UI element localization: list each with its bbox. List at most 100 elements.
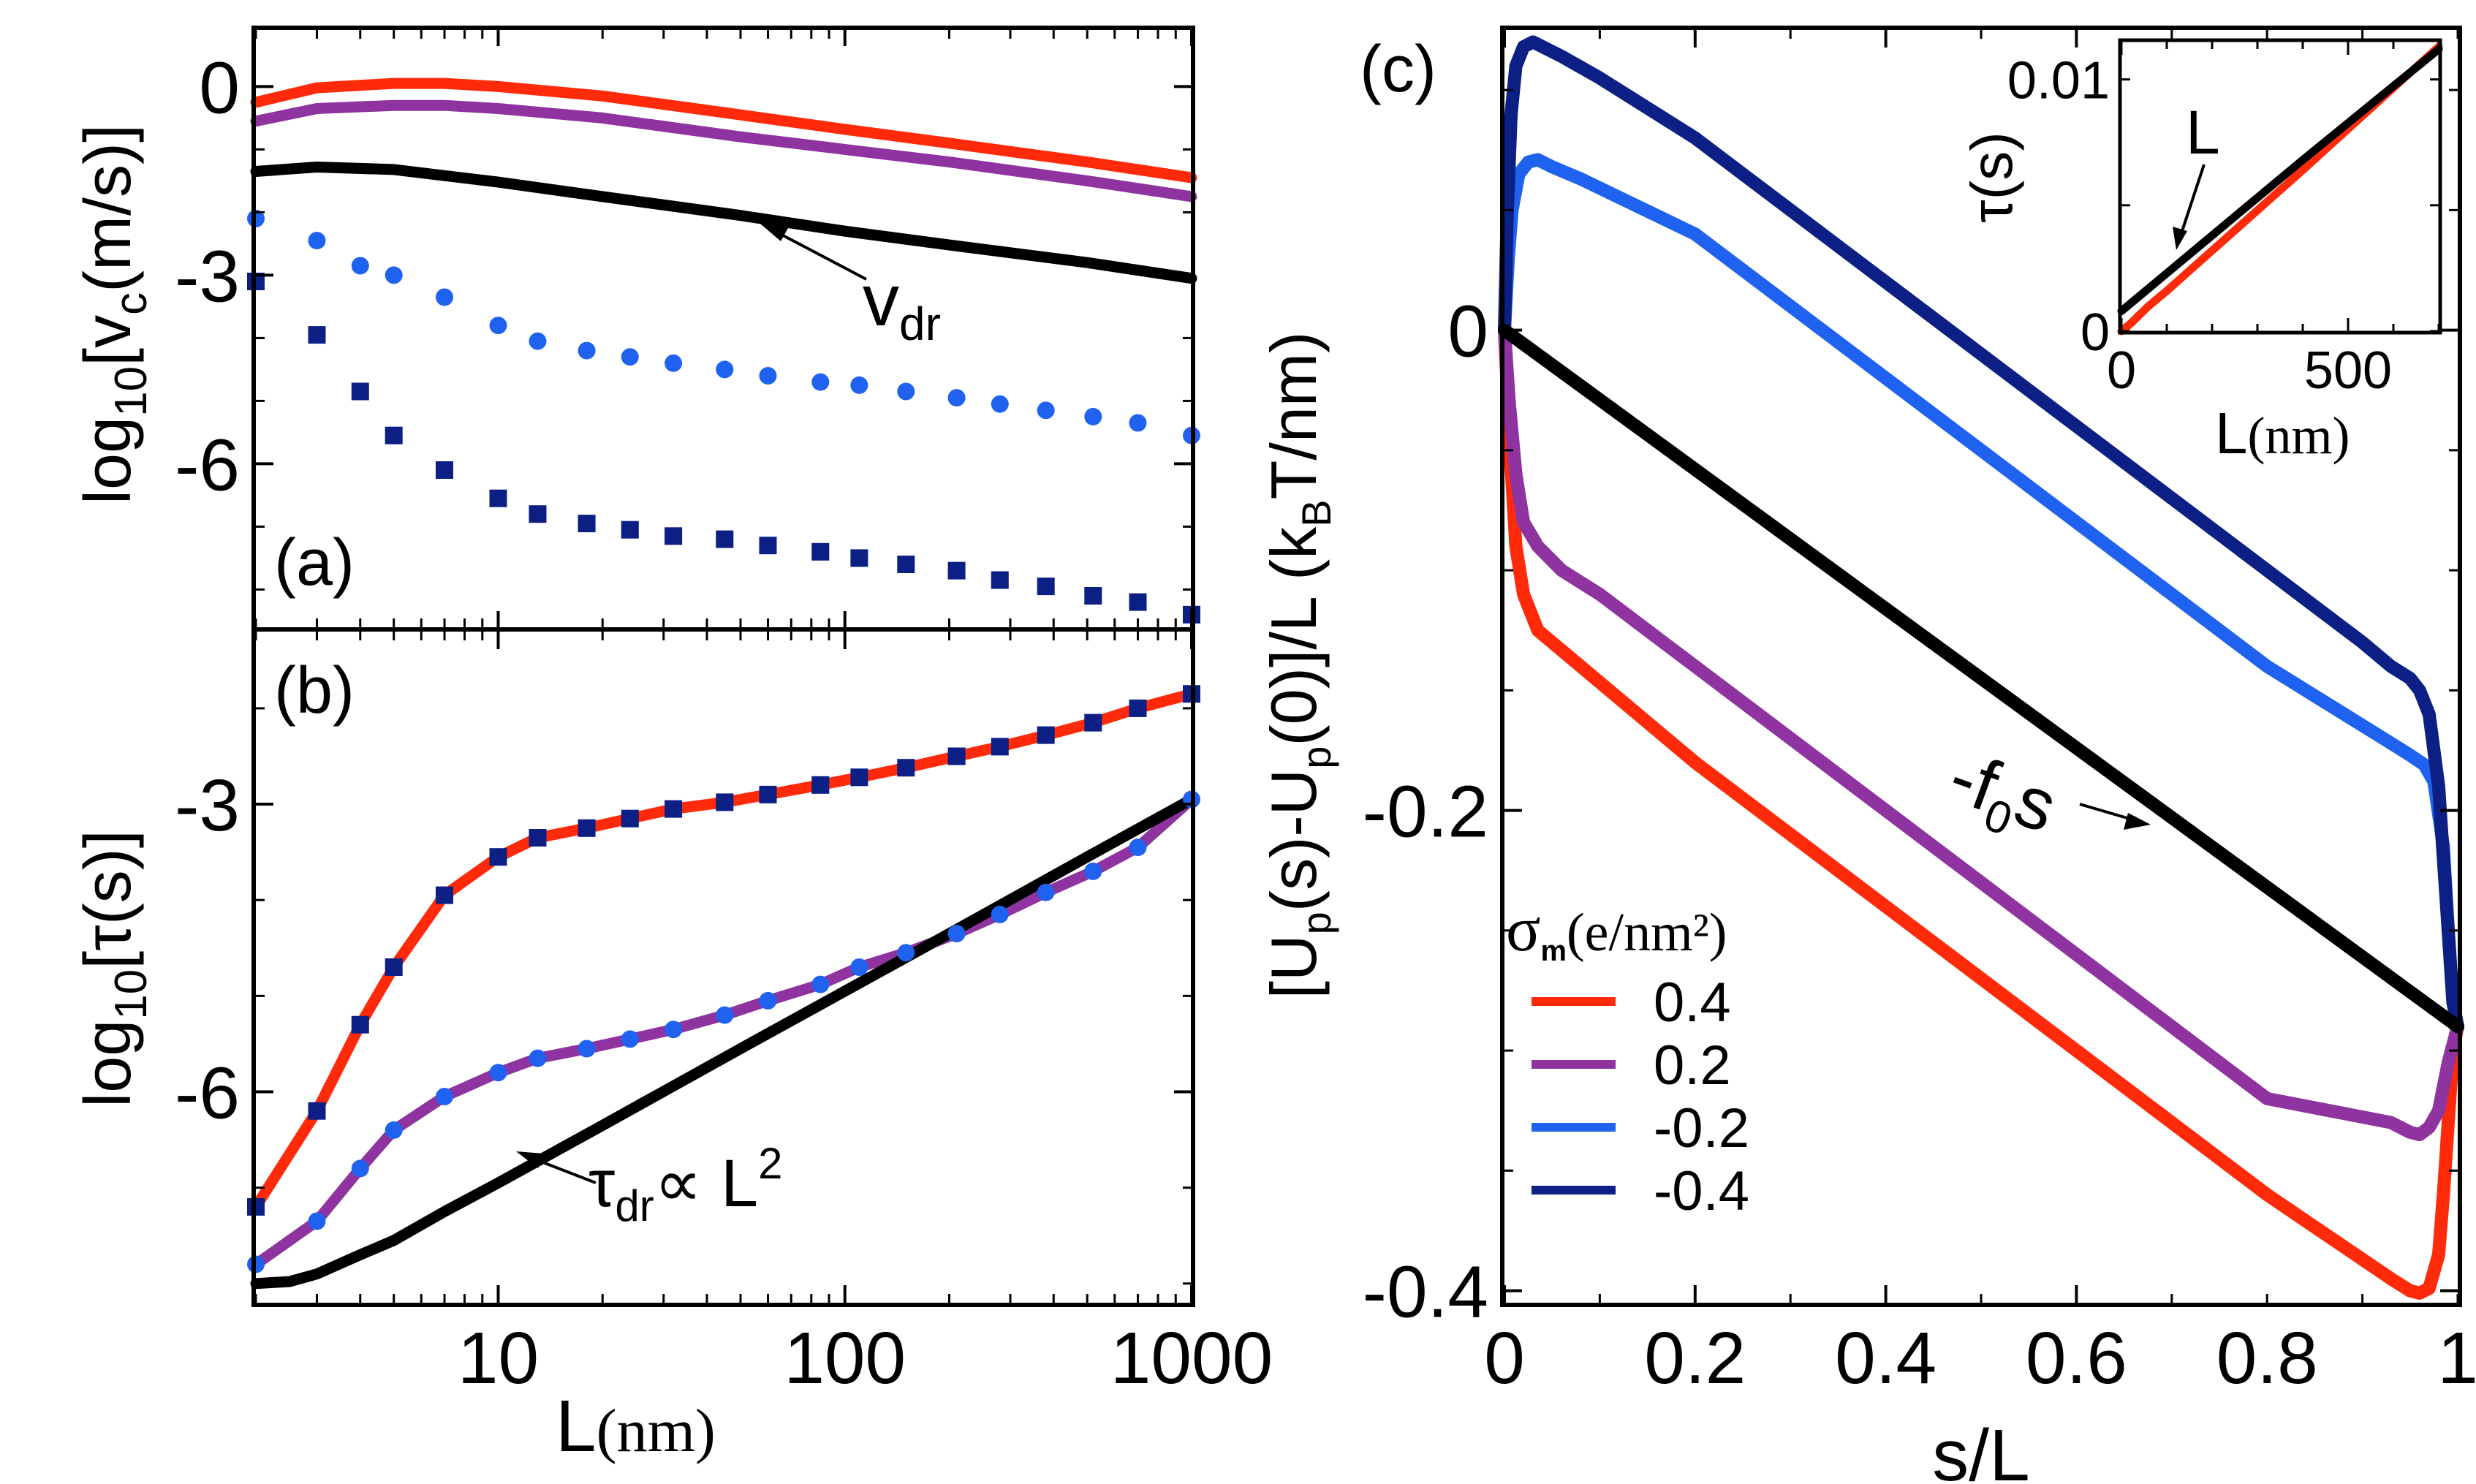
- data-point-square: [947, 747, 966, 765]
- panel-a-ylabel: log10[vc(m/s)]: [72, 124, 156, 504]
- data-point-circle: [529, 1049, 547, 1067]
- series-line-4: [1498, 323, 2464, 1034]
- y-tick-label: 0: [199, 47, 240, 129]
- data-point-square: [1129, 699, 1147, 717]
- y-tick-label: -0.2: [1363, 771, 1488, 853]
- inset-x-tick-label: 500: [2304, 341, 2392, 400]
- panel-c-label: (c): [1360, 33, 1436, 106]
- data-point-circle: [1084, 862, 1102, 880]
- vdr-arrow-head: [760, 224, 788, 241]
- data-point-circle: [759, 991, 777, 1010]
- data-point-square: [436, 461, 453, 479]
- panel-c: 0-0.2-0.40 0.2 0.4 0.6 0.8 1 (c) [Up(s)-Up(0)…: [1257, 26, 2476, 1484]
- data-point-circle: [1129, 414, 1147, 432]
- data-point-circle: [351, 1159, 369, 1178]
- f0s-annotation: -f0s: [1936, 735, 2067, 858]
- series-line-0: [1498, 323, 2464, 1300]
- data-point-square: [665, 527, 683, 545]
- data-point-circle: [897, 382, 915, 401]
- data-point-circle: [578, 1040, 596, 1058]
- data-point-square: [308, 326, 326, 344]
- x-tick-label: 0.2: [1644, 1317, 1746, 1399]
- series-line-2: [250, 162, 1197, 284]
- panel-a-ylabel-sub2: c: [106, 292, 156, 315]
- inset-annotation: L: [2186, 98, 2220, 167]
- data-point-circle: [436, 1088, 453, 1105]
- series-line-0: [250, 77, 1197, 183]
- data-point-circle: [991, 395, 1009, 413]
- inset-xlabel: L(nm): [2215, 401, 2350, 466]
- inset-ticks: 0 0.01 0 500: [2007, 42, 2440, 400]
- panel-a-label: (a): [274, 526, 355, 599]
- data-point-square: [1084, 587, 1102, 605]
- data-point-square: [529, 829, 547, 847]
- y-tick-label: -3: [175, 235, 240, 317]
- data-point-square: [759, 537, 777, 555]
- panel-a: 0 -3 -6 (a) log10[vc(m/s)] vdr: [72, 26, 1200, 632]
- data-point-circle: [850, 376, 868, 394]
- data-point-circle: [811, 975, 830, 993]
- data-point-circle: [385, 1121, 403, 1139]
- data-point-square: [578, 515, 596, 533]
- panel-a-ylabel-log: log: [72, 417, 145, 504]
- panel-b-ylabel-rest: [τ(s)]: [72, 830, 145, 969]
- legend-label: 0.4: [1654, 972, 1731, 1034]
- data-point-circle: [621, 1030, 639, 1048]
- data-point-square: [991, 738, 1009, 756]
- data-point-square: [308, 1102, 326, 1120]
- inset-y-tick-label: 0.01: [2007, 52, 2110, 110]
- panel-c-xlabel: s/L: [1932, 1415, 2029, 1484]
- panel-b-ylabel-log: log: [72, 1020, 145, 1108]
- data-point-square: [897, 556, 915, 573]
- inset-arrow: [2179, 164, 2206, 236]
- x-tick-label: 1: [2437, 1317, 2476, 1399]
- legend-label: -0.4: [1654, 1160, 1749, 1222]
- data-point-circle: [897, 944, 915, 962]
- data-point-circle: [716, 360, 734, 379]
- f0s-arrow-head: [2124, 813, 2151, 830]
- panel-c-marks: [1498, 35, 2464, 1300]
- panel-b-frame: [251, 627, 1195, 1307]
- svg-text:log10[τ(s)]: log10[τ(s)]: [72, 830, 156, 1108]
- inset-ylabel: τ(s): [1959, 132, 2024, 223]
- legend-title: σm(e/nm²): [1506, 894, 1727, 967]
- data-point-circle: [1129, 838, 1147, 857]
- panel-a-ylabel-sub: 10: [106, 366, 156, 417]
- data-point-square: [716, 530, 734, 548]
- data-point-circle: [665, 354, 683, 372]
- panel-b-label: (b): [274, 654, 355, 727]
- data-point-circle: [436, 288, 453, 306]
- vdr-annotation: vdr: [863, 260, 941, 350]
- data-point-square: [436, 886, 453, 904]
- y-tick-label: -3: [175, 765, 240, 847]
- data-point-circle: [759, 367, 777, 385]
- data-point-square: [1129, 593, 1147, 611]
- inset-x-tick-label: 0: [2107, 341, 2136, 400]
- data-point-square: [529, 505, 547, 523]
- svg-text:log10[vc(m/s)]: log10[vc(m/s)]: [72, 124, 156, 504]
- data-point-circle: [811, 373, 830, 391]
- f0s-arrow: [2079, 803, 2135, 822]
- data-point-square: [489, 848, 507, 866]
- data-point-circle: [489, 1064, 507, 1082]
- series-line-1: [250, 99, 1197, 202]
- data-point-square: [850, 549, 868, 567]
- data-point-circle: [991, 905, 1009, 923]
- panel-b: -3-610 100 1000 (b) log10[τ(s)] τdr∝ L2 L(…: [72, 627, 1273, 1467]
- data-point-square: [385, 426, 403, 444]
- data-point-square: [811, 776, 830, 794]
- panel-b-marks: [247, 685, 1200, 1290]
- x-tick-label: 10: [458, 1317, 539, 1399]
- x-tick-label: 100: [784, 1317, 906, 1399]
- data-point-square: [897, 759, 915, 777]
- data-point-circle: [716, 1006, 734, 1024]
- panel-c-ticks: 0-0.2-0.40 0.2 0.4 0.6 0.8 1: [1363, 30, 2476, 1399]
- inset-frame: [2118, 38, 2442, 335]
- data-point-circle: [1037, 883, 1055, 901]
- legend-entries: 0.40.2-0.2-0.4: [1532, 972, 1749, 1222]
- y-tick-label: 0: [1447, 291, 1488, 373]
- panel-c-ylabel: [Up(s)-Up(0)]/L (kBT/nm): [1257, 332, 1339, 999]
- data-point-square: [489, 489, 507, 507]
- y-tick-label: -6: [175, 424, 240, 506]
- panel-a-ticks: 0 -3 -6: [175, 30, 1193, 627]
